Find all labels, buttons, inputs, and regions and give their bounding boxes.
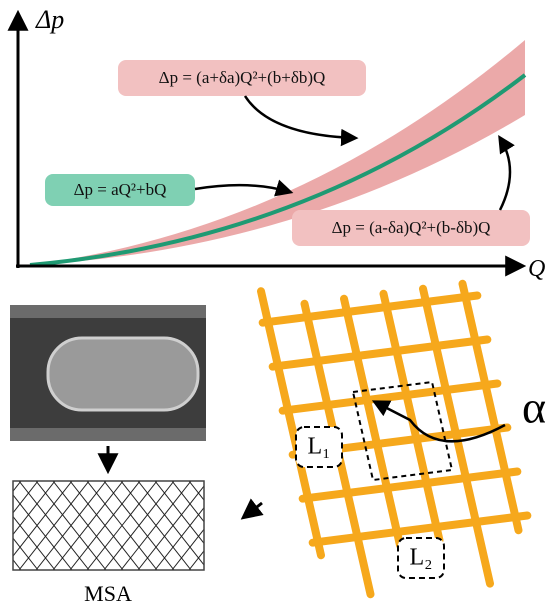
mesh-line <box>206 481 276 570</box>
l1-box <box>295 426 343 468</box>
mesh-line <box>120 481 192 570</box>
angle-label: α <box>522 382 546 433</box>
lattice-bar <box>298 467 522 503</box>
l2-label: L₂ <box>409 545 432 571</box>
lattice-bar <box>268 335 492 371</box>
mesh-line <box>154 506 204 570</box>
mesh-pattern <box>0 481 310 570</box>
lattice-bar <box>258 291 482 327</box>
mesh-line <box>13 481 39 514</box>
lattice-bar <box>308 511 532 547</box>
mesh-frame <box>12 480 205 571</box>
lower-equation-box <box>292 210 530 246</box>
nominal-curve <box>29 73 527 267</box>
mesh-line <box>35 481 107 570</box>
upper-arrow <box>243 95 359 147</box>
mesh-line <box>69 481 141 570</box>
mesh-line <box>13 481 56 536</box>
lattice-bar <box>340 294 404 550</box>
lattice-bar <box>278 379 502 415</box>
lattice-bar <box>419 284 494 588</box>
mesh-line <box>171 481 204 523</box>
mesh-line <box>13 481 22 492</box>
mesh-line <box>52 481 124 570</box>
mesh-line <box>223 481 293 570</box>
upper-equation: Δp = (a+δa)Q²+(b+δb)Q <box>159 68 326 87</box>
mesh-line <box>13 559 22 570</box>
mesh-line <box>0 481 4 570</box>
mesh-line <box>18 481 90 570</box>
nominal-equation: Δp = aQ²+bQ <box>74 180 167 199</box>
right-arrow <box>240 498 264 520</box>
mesh-caption: MSA <box>84 581 132 606</box>
mesh-line <box>223 481 293 570</box>
mesh-line <box>240 481 310 570</box>
mesh-line <box>13 537 39 570</box>
lattice-bar <box>458 279 523 535</box>
mesh-line <box>103 481 175 570</box>
photo-mesh <box>46 336 200 412</box>
mesh-line <box>206 481 276 570</box>
angle-arrow <box>371 400 506 443</box>
mesh-line <box>240 481 310 570</box>
lattice-bar <box>257 287 325 560</box>
mesh-line <box>0 481 4 570</box>
y-axis-label: Δp <box>35 5 64 34</box>
l1-label: L₁ <box>307 434 330 460</box>
mesh-line <box>86 481 158 570</box>
lower-equation: Δp = (a-δa)Q²+(b-δb)Q <box>332 218 491 237</box>
mesh-line <box>171 528 204 570</box>
mesh-line <box>188 481 204 501</box>
x-axis-label: Q <box>528 256 545 282</box>
unit-cell <box>351 380 454 482</box>
mesh-line <box>137 485 204 570</box>
nominal-arrow <box>194 179 294 197</box>
uncertainty-band <box>30 40 525 265</box>
upper-equation-box <box>118 60 366 96</box>
lattice-bar <box>379 289 444 545</box>
lower-arrow <box>498 135 515 211</box>
l2-box <box>397 537 445 579</box>
mesh-line <box>188 550 204 570</box>
nominal-equation-box <box>45 174 195 206</box>
